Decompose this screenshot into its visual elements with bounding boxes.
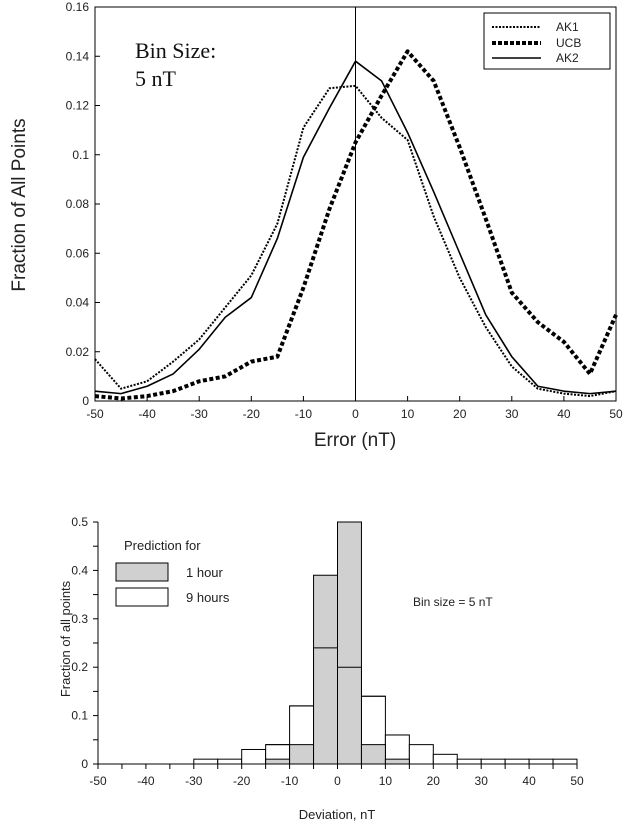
top-x-tick-label: 50 bbox=[609, 407, 623, 421]
top-x-tick-label: -50 bbox=[86, 407, 104, 421]
legend-label-ak2: AK2 bbox=[556, 51, 579, 65]
bar-9-hours bbox=[241, 748, 267, 765]
top-axis-ticks: -50 -40 -30 -20 -10 0 10 20 30 40 50 0 0.02 0.04 0.06 0… bbox=[66, 0, 623, 421]
top-y-tick-label: 0.1 bbox=[72, 148, 89, 162]
top-x-axis-label: Error (nT) bbox=[314, 430, 396, 451]
bottom-x-tick-label: -10 bbox=[281, 774, 299, 788]
bottom-x-tick-label: 10 bbox=[379, 774, 393, 788]
top-y-tick-label: 0.14 bbox=[66, 49, 90, 63]
bottom-y-tick-label: 0.3 bbox=[71, 612, 88, 626]
top-y-tick-label: 0.16 bbox=[66, 0, 90, 14]
legend-swatch-1-hour bbox=[115, 562, 169, 582]
bottom-y-tick-label: 0.4 bbox=[71, 563, 88, 577]
bar-9-hours bbox=[504, 758, 530, 765]
bottom-y-tick-label: 0 bbox=[81, 757, 88, 771]
top-y-tick-label: 0.12 bbox=[66, 99, 90, 113]
legend-label-ak1: AK1 bbox=[556, 20, 579, 34]
bottom-axes: -50 -40 -30 -20 -10 0 10 20 30 40 50 0 0.1 0.2 0.3 0.4 0… bbox=[71, 515, 584, 788]
legend-label-9-hours: 9 hours bbox=[186, 590, 230, 605]
bottom-y-axis-label: Fraction of all points bbox=[58, 580, 73, 697]
bottom-x-tick-label: -30 bbox=[185, 774, 203, 788]
legend-label-ucb: UCB bbox=[556, 36, 581, 50]
bottom-x-tick-label: 20 bbox=[427, 774, 441, 788]
series-line-ak1 bbox=[94, 84, 617, 398]
bar-9-hours bbox=[408, 744, 434, 765]
bar-9-hours bbox=[552, 758, 578, 765]
bin-size-annotation-line1: Bin Size: bbox=[135, 38, 216, 63]
histogram-bars bbox=[193, 521, 578, 765]
bottom-x-tick-label: 50 bbox=[570, 774, 584, 788]
top-y-tick-label: 0.04 bbox=[66, 296, 90, 310]
bar-9-hours bbox=[193, 758, 219, 765]
bar-1-hour bbox=[265, 758, 291, 765]
bottom-x-tick-label: 40 bbox=[522, 774, 536, 788]
bottom-y-tick-label: 0.1 bbox=[71, 709, 88, 723]
bin-size-annotation: Bin size = 5 nT bbox=[413, 595, 493, 609]
bar-1-hour bbox=[384, 758, 410, 765]
top-y-tick-label: 0.06 bbox=[66, 246, 90, 260]
top-x-tick-label: 20 bbox=[453, 407, 467, 421]
bar-1-hour bbox=[289, 744, 315, 765]
bottom-x-tick-label: 30 bbox=[475, 774, 489, 788]
top-legend: AK1 UCB AK2 bbox=[483, 12, 611, 70]
top-legend-box bbox=[483, 12, 611, 70]
bin-size-annotation-line2: 5 nT bbox=[135, 66, 177, 91]
top-y-tick-label: 0.02 bbox=[66, 345, 90, 359]
top-y-tick-label: 0 bbox=[82, 394, 89, 408]
legend-swatch-9-hours bbox=[115, 587, 169, 607]
top-x-tick-label: 40 bbox=[557, 407, 571, 421]
top-y-axis-label: Fraction of All Points bbox=[9, 118, 30, 291]
bar-9-hours bbox=[432, 753, 458, 765]
top-x-tick-label: -10 bbox=[295, 407, 313, 421]
bottom-x-tick-label: -20 bbox=[233, 774, 251, 788]
top-x-tick-label: -40 bbox=[138, 407, 156, 421]
top-x-tick-label: -20 bbox=[243, 407, 261, 421]
bar-9-hours bbox=[456, 758, 482, 765]
legend-label-1-hour: 1 hour bbox=[186, 565, 224, 580]
top-y-tick-label: 0.08 bbox=[66, 197, 90, 211]
bottom-x-axis-label: Deviation, nT bbox=[299, 807, 376, 822]
top-x-tick-label: 30 bbox=[505, 407, 519, 421]
bar-9-hours bbox=[480, 758, 506, 765]
bar-1-hour bbox=[337, 521, 362, 765]
top-x-tick-label: 10 bbox=[401, 407, 415, 421]
deviation-histogram-chart: -50 -40 -30 -20 -10 0 10 20 30 40 50 0 0.1 0.2 0.3 0.4 0… bbox=[58, 515, 584, 822]
bottom-x-tick-label: 0 bbox=[334, 774, 341, 788]
bar-9-hours bbox=[528, 758, 554, 765]
bar-1-hour bbox=[360, 744, 386, 765]
bottom-legend-title: Prediction for bbox=[124, 538, 201, 553]
bar-9-hours bbox=[217, 758, 243, 765]
top-x-tick-label: 0 bbox=[352, 407, 359, 421]
top-x-tick-label: -30 bbox=[191, 407, 209, 421]
bottom-x-tick-label: -40 bbox=[137, 774, 155, 788]
bar-1-hour bbox=[313, 574, 338, 765]
error-distribution-chart: -50 -40 -30 -20 -10 0 10 20 30 40 50 0 0.02 0.04 0.06 0… bbox=[9, 0, 623, 451]
bottom-y-tick-label: 0.5 bbox=[71, 515, 88, 529]
bottom-x-tick-label: -50 bbox=[89, 774, 107, 788]
bottom-y-tick-label: 0.2 bbox=[71, 660, 88, 674]
